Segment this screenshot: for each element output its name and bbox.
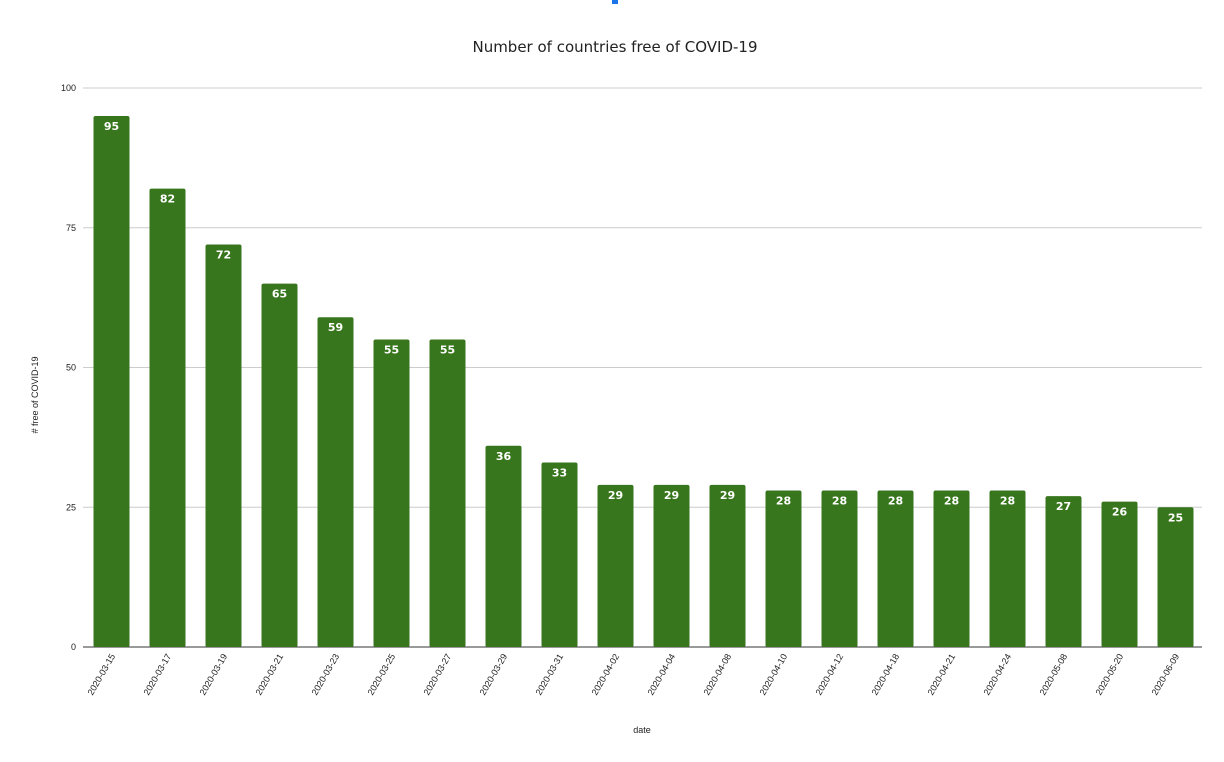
x-tick-label: 2020-03-27 bbox=[422, 652, 454, 697]
bar-value-label: 59 bbox=[328, 321, 343, 334]
bar-value-label: 29 bbox=[720, 489, 735, 502]
bar bbox=[149, 188, 186, 647]
bar-value-label: 72 bbox=[216, 249, 231, 262]
bar bbox=[933, 490, 970, 647]
bar-value-label: 29 bbox=[664, 489, 679, 502]
bar-value-label: 28 bbox=[944, 494, 959, 507]
x-tick-label: 2020-03-31 bbox=[534, 652, 566, 697]
bar-value-label: 25 bbox=[1168, 511, 1183, 524]
x-tick-label: 2020-04-02 bbox=[590, 652, 622, 697]
chart-title: Number of countries free of COVID-19 bbox=[472, 38, 757, 56]
x-tick-label: 2020-03-21 bbox=[254, 652, 286, 697]
bar bbox=[261, 283, 298, 647]
y-tick-label: 75 bbox=[66, 223, 76, 233]
bar bbox=[205, 244, 242, 647]
value-labels: 95 82 72 65 59 55 55 36 33 29 29 29 28 28 28 28 28 27 26 25 bbox=[104, 120, 1183, 524]
x-tick-label: 2020-03-29 bbox=[478, 652, 510, 697]
y-tick-label: 100 bbox=[61, 83, 76, 93]
y-tick-label: 50 bbox=[66, 363, 76, 373]
x-tick-label: 2020-06-09 bbox=[1150, 652, 1182, 697]
x-tick-label: 2020-03-15 bbox=[86, 652, 118, 697]
bar-value-label: 28 bbox=[888, 494, 903, 507]
bar-value-label: 27 bbox=[1056, 500, 1071, 513]
bar-value-label: 28 bbox=[776, 494, 791, 507]
x-tick-label: 2020-03-17 bbox=[142, 652, 174, 697]
x-tick-label: 2020-03-25 bbox=[366, 652, 398, 697]
bar-value-label: 95 bbox=[104, 120, 119, 133]
x-axis-label: date bbox=[633, 725, 651, 735]
bar-value-label: 65 bbox=[272, 288, 287, 301]
bar-value-label: 55 bbox=[384, 344, 399, 357]
bar bbox=[485, 445, 522, 647]
bar-value-label: 82 bbox=[160, 193, 175, 206]
bar bbox=[653, 484, 690, 647]
bar bbox=[373, 339, 410, 647]
bar bbox=[989, 490, 1026, 647]
x-tick-label: 2020-05-08 bbox=[1038, 652, 1070, 697]
x-tick-label: 2020-04-08 bbox=[702, 652, 734, 697]
x-tick-labels: 2020-03-15 2020-03-17 2020-03-19 2020-03-21… bbox=[86, 652, 1182, 697]
x-tick-label: 2020-04-12 bbox=[814, 652, 846, 697]
bar bbox=[93, 115, 130, 647]
bar-value-label: 28 bbox=[1000, 494, 1015, 507]
bar-value-label: 36 bbox=[496, 450, 512, 463]
bar-value-label: 26 bbox=[1112, 506, 1128, 519]
bar bbox=[709, 484, 746, 647]
bar bbox=[877, 490, 914, 647]
bar bbox=[765, 490, 802, 647]
x-tick-label: 2020-03-23 bbox=[310, 652, 342, 697]
bars bbox=[93, 115, 1194, 647]
bar bbox=[1045, 496, 1082, 647]
bar bbox=[1157, 507, 1194, 647]
x-tick-label: 2020-03-19 bbox=[198, 652, 230, 697]
gridlines bbox=[83, 87, 1202, 648]
bar bbox=[541, 462, 578, 647]
bar bbox=[597, 484, 634, 647]
x-tick-label: 2020-04-24 bbox=[982, 652, 1014, 697]
y-tick-labels: 0 25 50 75 100 bbox=[61, 83, 76, 652]
x-tick-label: 2020-04-10 bbox=[758, 652, 790, 697]
bar-value-label: 29 bbox=[608, 489, 623, 502]
bar bbox=[821, 490, 858, 647]
bar bbox=[429, 339, 466, 647]
bar bbox=[1101, 501, 1138, 647]
bar-value-label: 28 bbox=[832, 494, 847, 507]
top-marker bbox=[612, 0, 618, 4]
x-tick-label: 2020-05-20 bbox=[1094, 652, 1126, 697]
y-axis-label: # free of COVID-19 bbox=[30, 356, 40, 433]
bar-value-label: 55 bbox=[440, 344, 455, 357]
y-tick-label: 25 bbox=[66, 502, 76, 512]
bar bbox=[317, 317, 354, 647]
x-tick-label: 2020-04-18 bbox=[870, 652, 902, 697]
x-tick-label: 2020-04-04 bbox=[646, 652, 678, 697]
x-tick-label: 2020-04-21 bbox=[926, 652, 958, 697]
y-tick-label: 0 bbox=[71, 642, 76, 652]
bar-value-label: 33 bbox=[552, 467, 567, 480]
